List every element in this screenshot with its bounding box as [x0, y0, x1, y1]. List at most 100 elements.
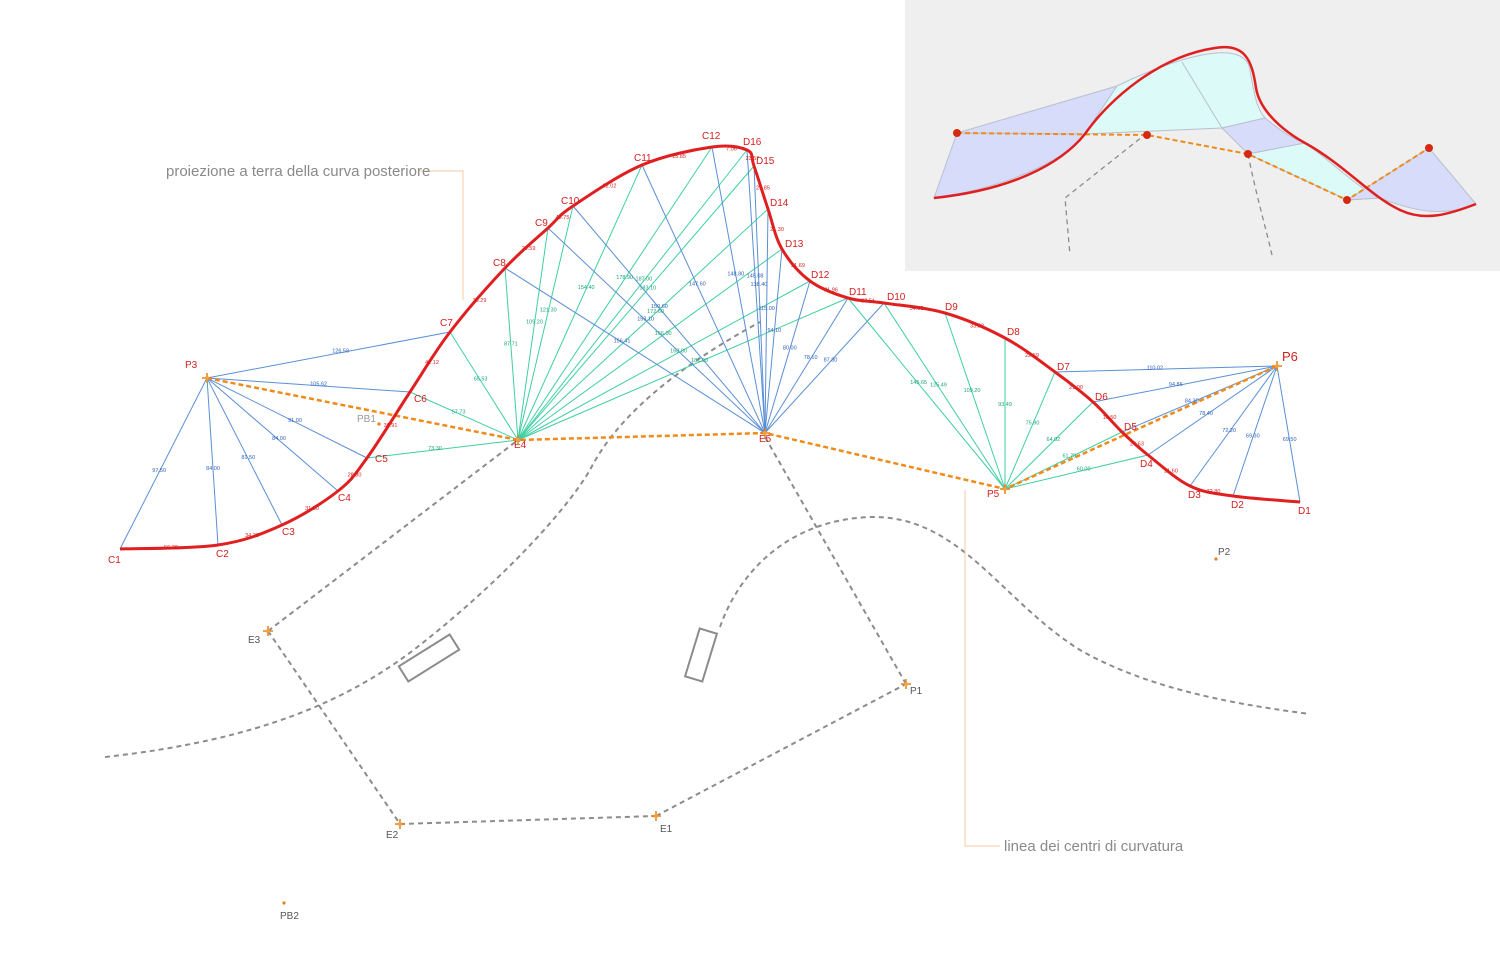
curve-segment-length-label: 22.59: [1025, 353, 1039, 359]
point-label-d11: D11: [849, 287, 867, 298]
ray-e4-d14: [517, 208, 769, 441]
curve-segment-length-label: 28.30: [348, 473, 362, 479]
inset-center-dot-4: [1343, 196, 1351, 204]
inset-center-dot-5: [1425, 144, 1433, 152]
inset-center-dot-1: [953, 129, 961, 137]
ray-length-label: 109.20: [526, 319, 543, 325]
curve-segment-length-label: 56.30: [164, 545, 178, 551]
ray-p6-d4: [1147, 365, 1278, 456]
curve-segment-length-label: 33.32: [970, 324, 984, 330]
station-markers: [202, 361, 1282, 905]
ray-e4-d13: [517, 248, 783, 441]
ray-length-label: 147.60: [689, 282, 706, 288]
ray-length-label: 75.90: [1026, 421, 1040, 427]
dashed-e3-e2: [267, 630, 401, 825]
ray-length-label: 187.00: [636, 277, 653, 283]
point-label-d4: D4: [1140, 459, 1153, 470]
inset-center-dot-3: [1244, 150, 1252, 158]
inset-dashed-ground-2: [1247, 153, 1273, 256]
ray-e4-c11: [517, 164, 643, 441]
ray-length-label: 84.00: [272, 436, 286, 442]
point-label-pb2: PB2: [280, 911, 299, 922]
ray-e4-c7: [449, 331, 519, 441]
ray-length-label: 153.10: [637, 316, 654, 322]
ray-length-label: 125.49: [930, 383, 947, 389]
ray-p3-c7: [206, 331, 451, 379]
ray-length-label: 166.00: [655, 331, 672, 337]
ray-p6-d6: [1092, 365, 1278, 403]
ray-length-label: 81.50: [241, 455, 255, 461]
orange-cross-marker-icon: [513, 435, 523, 445]
leader-rear-projection: [420, 170, 464, 300]
ray-e5-d14: [764, 208, 769, 434]
ray-length-label: 64.02: [1047, 437, 1061, 443]
ray-length-label: 168.80: [670, 349, 687, 355]
ray-e5-d16: [746, 149, 766, 434]
point-label-e3: E3: [248, 635, 261, 646]
point-label-e1: E1: [660, 824, 673, 835]
curve-segment-length-label: 21.96: [824, 288, 838, 294]
ray-p5-d7: [1004, 371, 1056, 490]
ray-length-label: 57.73: [452, 410, 466, 416]
ray-length-label: 60.00: [1077, 466, 1091, 472]
ray-e5-d13: [764, 248, 783, 434]
ray-e4-c10: [517, 205, 574, 441]
point-label-d10: D10: [887, 292, 906, 303]
ray-length-label: 91.00: [288, 418, 302, 424]
point-label-c7: C7: [440, 318, 453, 329]
orange-cross-marker-icon: [263, 626, 273, 636]
ray-p3-c5: [206, 377, 368, 459]
ray-length-label: 109.20: [964, 388, 981, 394]
ray-e4-d15: [517, 165, 755, 441]
ray-p3-c3: [206, 377, 283, 526]
ray-e4-c9: [517, 227, 549, 441]
small-point-dot-icon: [377, 422, 381, 426]
ray-length-label: 72.20: [1222, 428, 1236, 434]
curve-segment-length-label: 26.59: [522, 246, 536, 252]
inset-fold-line: [1181, 61, 1223, 129]
inset-center-dot-2: [1143, 131, 1151, 139]
ray-e4-c6: [409, 391, 519, 441]
curve-segment-length-label: 26.63: [1130, 442, 1144, 448]
point-label-d14: D14: [770, 198, 789, 209]
curve-segment-length-label: 21.00: [1069, 385, 1083, 391]
curve-segment-length-label: 21.69: [791, 263, 805, 269]
ray-e4-c8: [504, 267, 519, 441]
ray-e5-c12: [711, 146, 766, 434]
ray-length-label: 69.50: [1283, 437, 1297, 443]
ray-length-label: 156.41: [614, 338, 631, 344]
point-label-d6: D6: [1095, 392, 1108, 403]
point-labels: C1 C2 C3 C4 C5 C6 C7 C8 C9 C10 C11 C12 D16 D15 D14 D13 D…: [108, 131, 1311, 922]
inset-3d-view: [905, 0, 1500, 271]
point-label-c9: C9: [535, 218, 548, 229]
orange-cross-marker-icon: [1272, 361, 1282, 371]
ray-length-label: 105.62: [310, 382, 327, 388]
ray-length-label: 145.08: [747, 273, 764, 279]
ray-e5-c11: [641, 164, 766, 434]
ground-block-1: [397, 633, 461, 683]
ray-length-label: 154.40: [578, 285, 595, 291]
ray-length-label: 61.78: [1062, 454, 1076, 460]
ray-length-label: 78.10: [804, 355, 818, 361]
point-label-d12: D12: [811, 270, 830, 281]
annotation-centers-line: linea dei centri di curvatura: [1004, 838, 1184, 855]
small-point-dot-icon: [282, 901, 286, 905]
ray-e4-c5: [366, 439, 519, 459]
annotation-rear-projection: proiezione a terra della curva posterior…: [166, 163, 430, 180]
curvature-rays: [119, 146, 1301, 550]
orange-cross-marker-icon: [901, 679, 911, 689]
curve-segment-length-label: 27.51: [861, 299, 875, 305]
ray-e5-c10: [572, 205, 766, 434]
ray-p6-d1: [1276, 365, 1301, 503]
orange-cross-marker-icon: [760, 428, 770, 438]
ray-p5-d9: [944, 312, 1006, 490]
point-label-c4: C4: [338, 493, 351, 504]
rear-curve: [119, 144, 1301, 551]
point-label-c11: C11: [634, 153, 652, 164]
ray-p3-c2: [206, 377, 219, 546]
ray-length-label: 126.59: [332, 349, 349, 355]
point-label-d3: D3: [1188, 490, 1201, 501]
dashed-e3-e4: [267, 439, 519, 632]
curve-segment-length-label: 21.60: [1164, 469, 1178, 475]
point-label-d2: D2: [1231, 500, 1244, 511]
